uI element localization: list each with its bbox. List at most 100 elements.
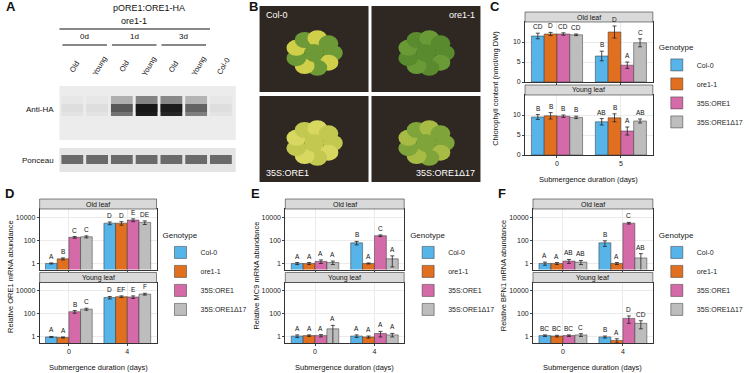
svg-text:0: 0 — [555, 160, 559, 167]
svg-text:Ponceau: Ponceau — [22, 156, 54, 165]
svg-text:Old leaf: Old leaf — [86, 201, 110, 208]
svg-text:4: 4 — [621, 348, 625, 355]
svg-text:F: F — [498, 186, 506, 201]
svg-text:AB: AB — [576, 250, 585, 257]
svg-text:D: D — [119, 212, 124, 219]
svg-text:B: B — [613, 104, 617, 111]
svg-text:Col-0: Col-0 — [697, 249, 714, 256]
svg-text:BC: BC — [564, 325, 573, 332]
svg-text:D: D — [612, 16, 617, 23]
svg-text:Young leaf: Young leaf — [328, 274, 361, 282]
svg-text:0: 0 — [517, 78, 521, 85]
svg-text:C: C — [638, 29, 643, 36]
svg-text:A: A — [307, 253, 312, 260]
svg-text:B: B — [536, 105, 540, 112]
svg-text:35S:ORE1Δ17: 35S:ORE1Δ17 — [697, 119, 743, 126]
svg-text:1: 1 — [277, 260, 281, 267]
svg-text:Col-0: Col-0 — [448, 249, 465, 256]
svg-text:100: 100 — [269, 237, 281, 244]
svg-text:Young leaf: Young leaf — [576, 274, 609, 282]
svg-text:A: A — [354, 325, 359, 332]
svg-text:10000: 10000 — [16, 287, 36, 294]
svg-text:0: 0 — [561, 348, 565, 355]
svg-text:ore1-1: ore1-1 — [697, 268, 717, 275]
svg-text:Relative MC9 mRNA abundance: Relative MC9 mRNA abundance — [252, 222, 261, 330]
svg-text:A: A — [6, 0, 16, 14]
svg-text:35S:ORE1Δ17: 35S:ORE1Δ17 — [416, 168, 475, 178]
svg-text:Anti-HA: Anti-HA — [26, 105, 54, 114]
svg-text:B: B — [603, 231, 607, 238]
svg-text:100: 100 — [517, 237, 529, 244]
svg-text:C: C — [626, 212, 631, 219]
svg-text:1d: 1d — [130, 32, 139, 41]
svg-text:A: A — [318, 250, 323, 257]
svg-text:CD: CD — [571, 24, 581, 31]
svg-text:AB: AB — [636, 244, 645, 251]
svg-text:B: B — [603, 326, 607, 333]
svg-text:35S:ORE1Δ17: 35S:ORE1Δ17 — [200, 306, 246, 313]
svg-text:10000: 10000 — [509, 214, 529, 221]
svg-text:10000: 10000 — [509, 287, 529, 294]
svg-text:D: D — [5, 186, 14, 201]
svg-text:5: 5 — [619, 160, 623, 167]
svg-text:EF: EF — [117, 286, 125, 293]
svg-text:A: A — [318, 325, 323, 332]
svg-text:10000: 10000 — [262, 214, 282, 221]
svg-text:A: A — [295, 325, 300, 332]
svg-text:B: B — [355, 231, 359, 238]
svg-text:Old leaf: Old leaf — [333, 201, 357, 208]
svg-text:CD: CD — [533, 23, 543, 30]
svg-text:Young: Young — [140, 55, 158, 78]
svg-text:B: B — [549, 103, 553, 110]
svg-text:A: A — [625, 52, 630, 59]
svg-text:1: 1 — [525, 260, 529, 267]
svg-text:A: A — [49, 326, 54, 333]
svg-text:A: A — [378, 321, 383, 328]
svg-text:F: F — [143, 283, 147, 290]
svg-text:Submergence duration (days): Submergence duration (days) — [539, 175, 638, 184]
svg-text:E: E — [131, 209, 136, 216]
svg-text:100: 100 — [269, 310, 281, 317]
svg-text:A: A — [614, 253, 619, 260]
svg-text:100: 100 — [24, 310, 36, 317]
svg-text:Col-0: Col-0 — [215, 56, 232, 76]
svg-text:A: A — [49, 253, 54, 260]
svg-text:A: A — [366, 326, 371, 333]
svg-text:Old leaf: Old leaf — [577, 14, 601, 21]
svg-text:BC: BC — [552, 325, 561, 332]
svg-text:A: A — [330, 251, 335, 258]
svg-text:Old: Old — [167, 59, 181, 74]
svg-text:Old leaf: Old leaf — [581, 201, 605, 208]
svg-text:ore1-1: ore1-1 — [448, 268, 468, 275]
svg-text:C: C — [84, 226, 89, 233]
svg-text:B: B — [249, 0, 258, 14]
svg-text:C: C — [72, 227, 77, 234]
svg-text:C: C — [490, 0, 500, 14]
svg-text:ore1-1: ore1-1 — [697, 81, 717, 88]
svg-text:5: 5 — [517, 131, 521, 138]
svg-text:1: 1 — [525, 333, 529, 340]
svg-text:Young leaf: Young leaf — [572, 86, 605, 94]
svg-text:E: E — [251, 186, 260, 201]
svg-text:10000: 10000 — [16, 214, 36, 221]
svg-text:Young: Young — [190, 55, 208, 78]
svg-text:10000: 10000 — [262, 287, 282, 294]
svg-text:D: D — [626, 306, 631, 313]
svg-text:35S:ORE1: 35S:ORE1 — [266, 168, 309, 178]
svg-text:D: D — [548, 22, 553, 29]
svg-text:ore1-1: ore1-1 — [200, 268, 220, 275]
svg-text:4: 4 — [125, 348, 129, 355]
svg-text:1: 1 — [31, 333, 35, 340]
svg-text:100: 100 — [24, 237, 36, 244]
svg-text:Genotype: Genotype — [162, 231, 197, 240]
svg-text:A: A — [542, 252, 547, 259]
svg-text:AB: AB — [636, 109, 645, 116]
svg-text:35S:ORE1Δ17: 35S:ORE1Δ17 — [448, 306, 494, 313]
svg-text:pORE1:ORE1-HA: pORE1:ORE1-HA — [113, 3, 185, 13]
svg-text:A: A — [330, 315, 335, 322]
svg-text:A: A — [366, 253, 371, 260]
svg-text:C: C — [84, 298, 89, 305]
svg-text:B: B — [561, 105, 565, 112]
svg-text:35S:ORE1Δ17: 35S:ORE1Δ17 — [697, 306, 743, 313]
svg-text:Col-0: Col-0 — [200, 249, 217, 256]
